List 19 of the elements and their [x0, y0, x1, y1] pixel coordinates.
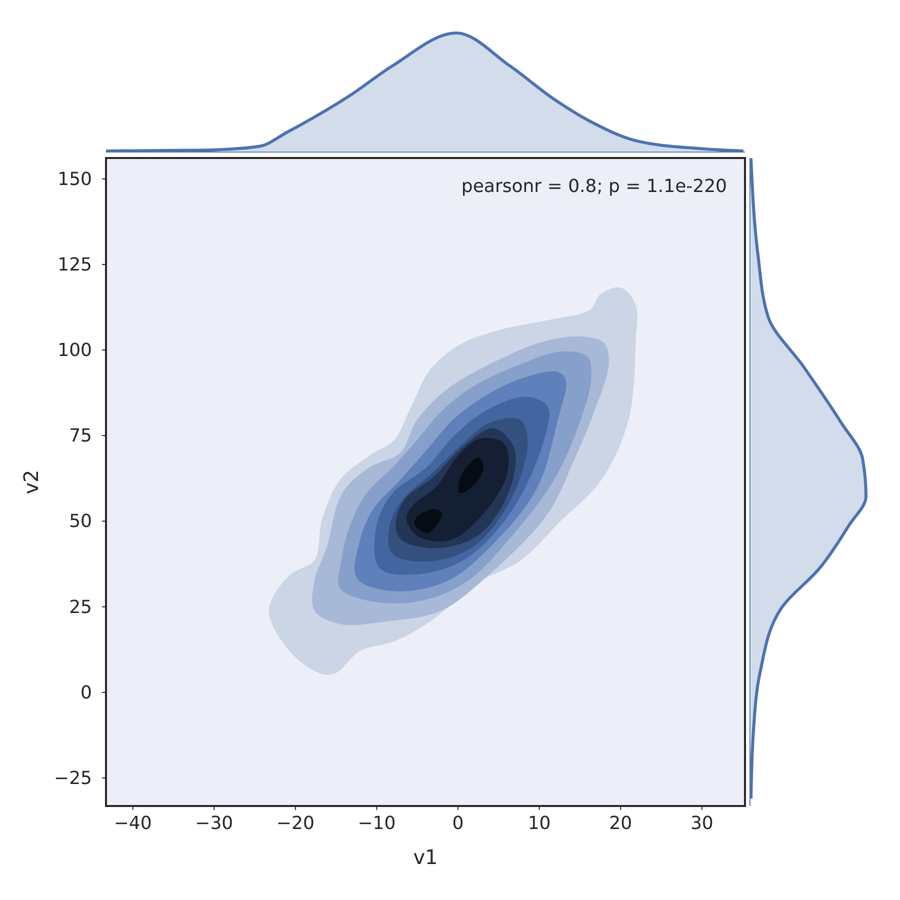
y-tick-label: 0 [80, 682, 92, 704]
y-tick-label: 50 [69, 511, 92, 532]
y-tick-label: 25 [69, 596, 92, 618]
x-tick-label: −10 [358, 813, 396, 834]
x-tick-label: −20 [276, 813, 314, 834]
x-tick-label: 0 [452, 813, 464, 834]
annotation: pearsonr = 0.8; p = 1.1e-220 [461, 176, 727, 197]
x-tick-label: 30 [690, 813, 714, 834]
y-tick-label: −25 [54, 768, 92, 789]
y-axis-title: v2 [19, 470, 43, 494]
x-tick-label: −30 [195, 813, 234, 834]
x-tick-label: −40 [114, 813, 152, 834]
x-tick-label: 10 [528, 813, 551, 834]
y-tick-label: 125 [58, 254, 92, 276]
y-tick-label: 100 [58, 340, 92, 362]
y-tick-label: 75 [69, 426, 92, 447]
y-tick-label: 150 [58, 168, 92, 190]
x-axis-title: v1 [413, 845, 438, 869]
x-tick-label: 20 [609, 813, 632, 834]
